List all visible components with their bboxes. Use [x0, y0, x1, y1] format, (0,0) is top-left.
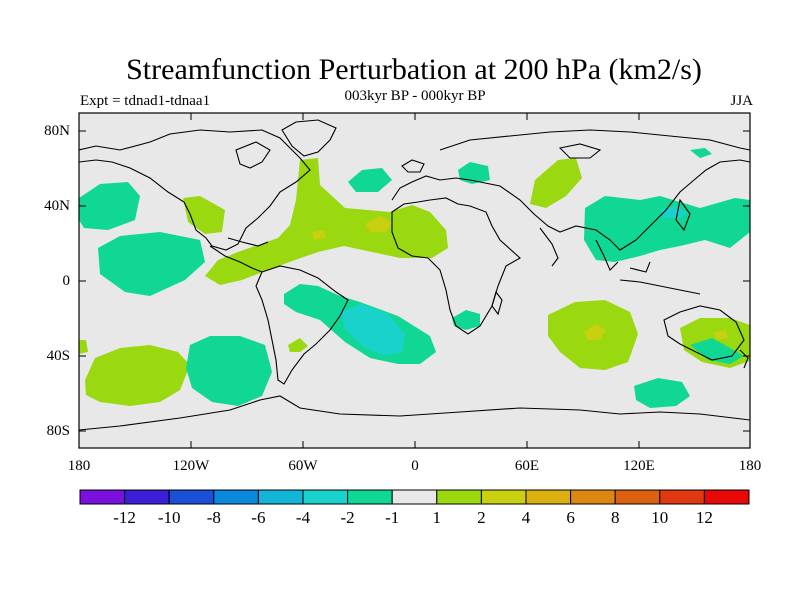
colorbar-swatch [659, 489, 705, 505]
lon-label-180w: 180 [67, 458, 91, 474]
colorbar-swatch [391, 489, 438, 505]
colorbar-label: -6 [251, 508, 266, 527]
lon-label-60e: 60E [514, 458, 540, 474]
fill-north-atlantic [205, 158, 448, 285]
chart-subtitle: 003kyr BP - 000kyr BP [344, 88, 486, 104]
colorbar-swatch [168, 489, 215, 505]
colorbar-swatch [480, 489, 527, 505]
lat-label-80n: 80N [44, 123, 70, 139]
colorbar-label: 1 [432, 508, 442, 527]
colorbar-swatch [703, 489, 750, 505]
fill-southeast-pacific [186, 336, 272, 406]
lon-label-120e: 120E [623, 458, 655, 474]
axis-ticks [79, 113, 750, 448]
chart-title: Streamfunction Perturbation at 200 hPa (… [126, 53, 702, 86]
colorbar-label: -12 [113, 508, 136, 527]
colorbar-swatch [614, 489, 661, 505]
colorbar-label: 2 [477, 508, 486, 527]
colorbar [79, 489, 750, 505]
colorbar-swatch [213, 489, 259, 505]
colorbar-label: -1 [385, 508, 400, 527]
colorbar-swatch [124, 489, 170, 505]
fill-arctic-neg [690, 148, 712, 158]
fill-west-edge [79, 340, 88, 354]
colorbar-label: 6 [566, 508, 575, 527]
colorbar-swatch [570, 489, 616, 505]
fill-atlantic-max [365, 216, 392, 232]
lat-label-40n: 40N [44, 198, 70, 214]
colorbar-label: -4 [295, 508, 311, 527]
colorbar-label: 4 [521, 508, 531, 527]
colorbar-swatch [257, 489, 304, 505]
fill-central-asia [530, 158, 582, 208]
colorbar-label: -10 [157, 508, 181, 527]
lat-label-0: 0 [62, 273, 71, 289]
colorbar-swatch [302, 489, 349, 505]
colorbar-swatch [347, 489, 393, 505]
colorbar-label: 10 [651, 508, 669, 527]
fill-north-atlantic-neg [348, 168, 392, 192]
fill-eurasia-neg [458, 162, 490, 184]
fill-east-pacific [98, 232, 205, 296]
fill-australia-max [714, 330, 728, 340]
fill-north-pacific [79, 182, 140, 230]
fill-south-atlantic-core [340, 304, 405, 356]
lat-label-80s: 80S [46, 423, 70, 439]
colorbar-label: 8 [610, 508, 620, 527]
lat-label-40s: 40S [46, 348, 70, 364]
lon-label-180e: 180 [738, 458, 762, 474]
fill-indian-max [584, 324, 606, 340]
colorbar-swatch [525, 489, 572, 505]
season-label: JJA [730, 93, 753, 109]
lon-label-120w: 120W [172, 458, 210, 474]
colorbar-label: 12 [695, 508, 713, 527]
colorbar-label: -2 [340, 508, 355, 527]
coastlines [79, 119, 750, 431]
fill-south-pacific [85, 345, 190, 406]
colorbar-swatch [436, 489, 482, 505]
fill-south-africa [452, 310, 480, 330]
lon-label-60w: 60W [288, 458, 318, 474]
fill-east-asia [584, 196, 750, 262]
colorbar-label: -8 [206, 508, 221, 527]
fill-south-america-small [288, 338, 308, 352]
fill-atlantic-max-2 [312, 230, 326, 240]
contour-fills [79, 148, 750, 408]
experiment-label: Expt = tdnad1-tdnaa1 [80, 93, 211, 109]
lon-label-0: 0 [411, 458, 419, 474]
fill-south-australia [690, 338, 744, 364]
fill-southern-indian [634, 378, 690, 408]
colorbar-swatch [79, 489, 126, 505]
